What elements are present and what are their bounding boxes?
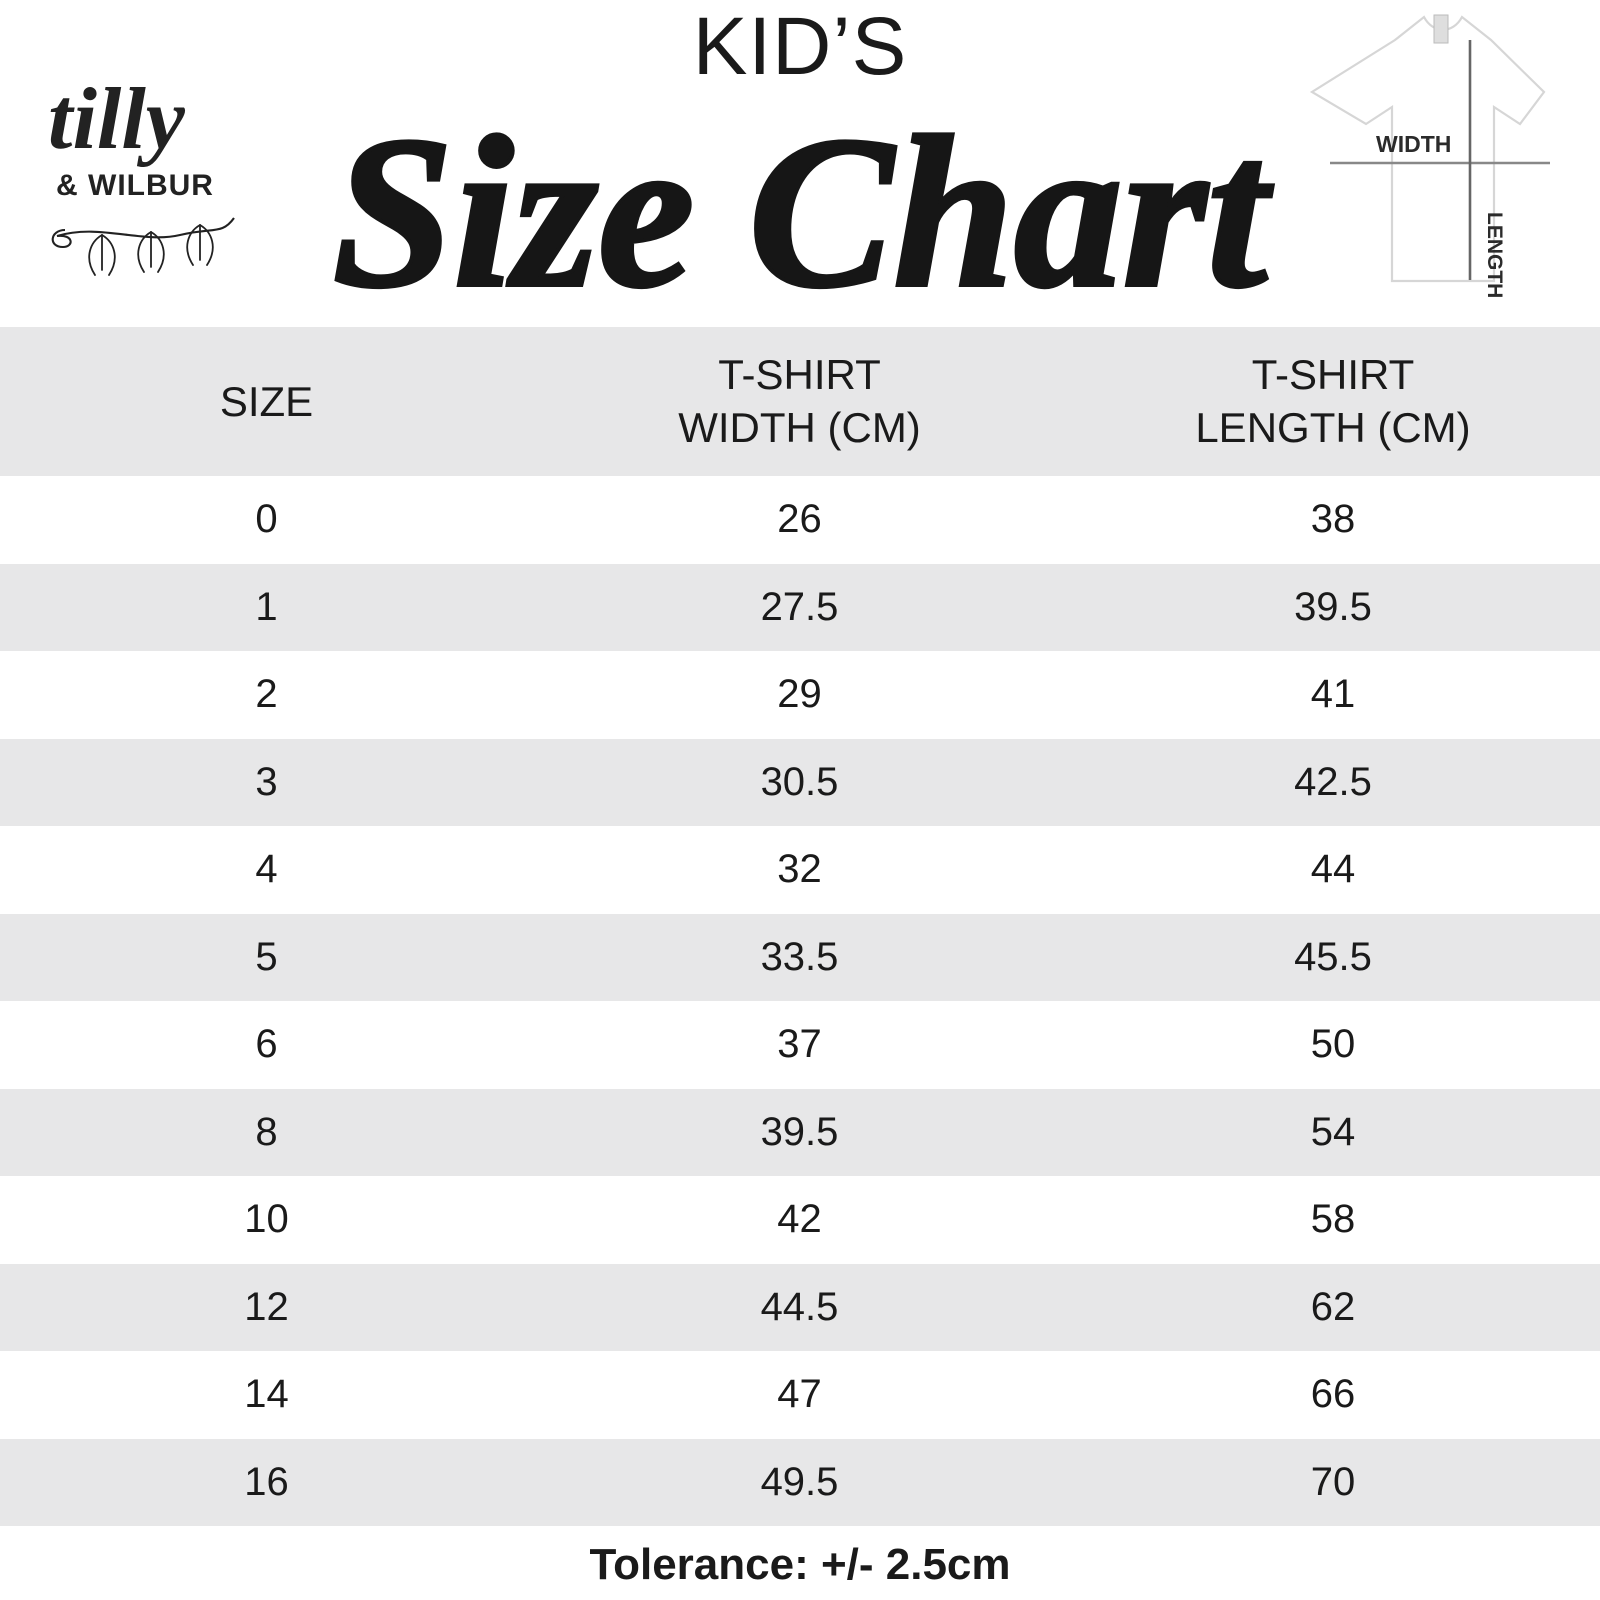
svg-text:LENGTH: LENGTH (1483, 212, 1506, 298)
svg-text:WIDTH: WIDTH (1376, 131, 1451, 157)
